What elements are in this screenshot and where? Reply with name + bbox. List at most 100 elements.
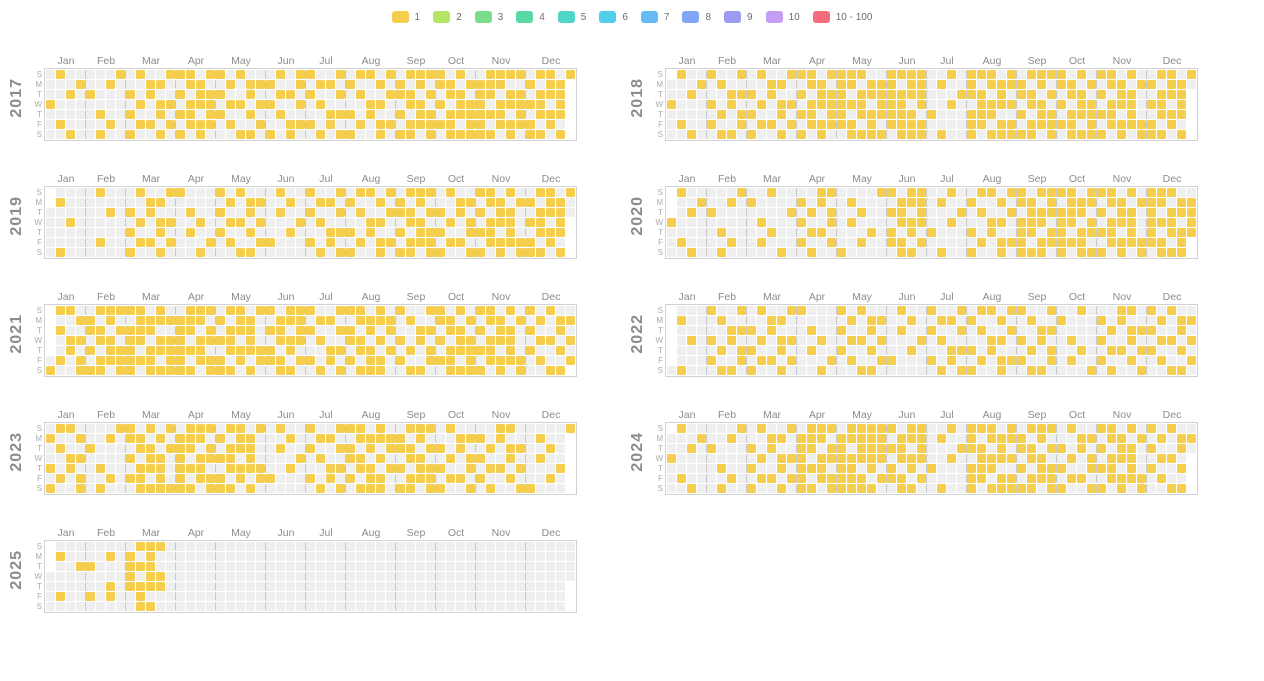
day-cell[interactable] xyxy=(907,444,916,453)
day-cell[interactable] xyxy=(396,474,405,483)
day-cell[interactable] xyxy=(266,110,275,119)
day-cell[interactable] xyxy=(126,572,135,581)
day-cell[interactable] xyxy=(1187,424,1196,433)
day-cell[interactable] xyxy=(326,572,335,581)
day-cell[interactable] xyxy=(426,582,435,591)
day-cell[interactable] xyxy=(256,326,265,335)
day-cell[interactable] xyxy=(556,306,565,315)
day-cell[interactable] xyxy=(707,238,716,247)
day-cell[interactable] xyxy=(486,454,495,463)
day-cell[interactable] xyxy=(56,366,65,375)
day-cell[interactable] xyxy=(86,306,95,315)
day-cell[interactable] xyxy=(346,188,355,197)
day-cell[interactable] xyxy=(777,110,786,119)
day-cell[interactable] xyxy=(757,326,766,335)
day-cell[interactable] xyxy=(1157,218,1166,227)
day-cell[interactable] xyxy=(486,336,495,345)
day-cell[interactable] xyxy=(376,454,385,463)
day-cell[interactable] xyxy=(476,572,485,581)
day-cell[interactable] xyxy=(296,602,305,611)
day-cell[interactable] xyxy=(556,484,565,493)
day-cell[interactable] xyxy=(446,592,455,601)
day-cell[interactable] xyxy=(797,238,806,247)
day-cell[interactable] xyxy=(566,326,575,335)
day-cell[interactable] xyxy=(506,464,515,473)
day-cell[interactable] xyxy=(817,424,826,433)
day-cell[interactable] xyxy=(56,592,65,601)
day-cell[interactable] xyxy=(346,592,355,601)
day-cell[interactable] xyxy=(707,484,716,493)
day-cell[interactable] xyxy=(116,582,125,591)
day-cell[interactable] xyxy=(857,346,866,355)
day-cell[interactable] xyxy=(496,306,505,315)
day-cell[interactable] xyxy=(506,592,515,601)
day-cell[interactable] xyxy=(346,90,355,99)
day-cell[interactable] xyxy=(1037,208,1046,217)
day-cell[interactable] xyxy=(757,474,766,483)
day-cell[interactable] xyxy=(166,474,175,483)
day-cell[interactable] xyxy=(86,238,95,247)
day-cell[interactable] xyxy=(837,366,846,375)
day-cell[interactable] xyxy=(1117,208,1126,217)
day-cell[interactable] xyxy=(857,454,866,463)
day-cell[interactable] xyxy=(807,454,816,463)
day-cell[interactable] xyxy=(1007,218,1016,227)
day-cell[interactable] xyxy=(787,484,796,493)
day-cell[interactable] xyxy=(526,552,535,561)
day-cell[interactable] xyxy=(96,316,105,325)
day-cell[interactable] xyxy=(196,80,205,89)
day-cell[interactable] xyxy=(947,326,956,335)
day-cell[interactable] xyxy=(216,464,225,473)
day-cell[interactable] xyxy=(286,474,295,483)
day-cell[interactable] xyxy=(456,542,465,551)
day-cell[interactable] xyxy=(707,80,716,89)
day-cell[interactable] xyxy=(1047,444,1056,453)
day-cell[interactable] xyxy=(236,592,245,601)
day-cell[interactable] xyxy=(727,306,736,315)
day-cell[interactable] xyxy=(436,80,445,89)
day-cell[interactable] xyxy=(747,110,756,119)
day-cell[interactable] xyxy=(677,70,686,79)
day-cell[interactable] xyxy=(156,306,165,315)
day-cell[interactable] xyxy=(1057,306,1066,315)
day-cell[interactable] xyxy=(136,464,145,473)
day-cell[interactable] xyxy=(1107,356,1116,365)
day-cell[interactable] xyxy=(436,218,445,227)
day-cell[interactable] xyxy=(536,434,545,443)
day-cell[interactable] xyxy=(957,110,966,119)
day-cell[interactable] xyxy=(486,366,495,375)
day-cell[interactable] xyxy=(486,444,495,453)
day-cell[interactable] xyxy=(737,100,746,109)
day-cell[interactable] xyxy=(677,80,686,89)
day-cell[interactable] xyxy=(967,366,976,375)
day-cell[interactable] xyxy=(1127,218,1136,227)
day-cell[interactable] xyxy=(316,110,325,119)
day-cell[interactable] xyxy=(817,326,826,335)
day-cell[interactable] xyxy=(997,100,1006,109)
day-cell[interactable] xyxy=(176,130,185,139)
day-cell[interactable] xyxy=(717,228,726,237)
day-cell[interactable] xyxy=(466,592,475,601)
day-cell[interactable] xyxy=(1167,444,1176,453)
day-cell[interactable] xyxy=(116,542,125,551)
day-cell[interactable] xyxy=(977,424,986,433)
day-cell[interactable] xyxy=(807,424,816,433)
day-cell[interactable] xyxy=(927,336,936,345)
day-cell[interactable] xyxy=(156,562,165,571)
day-cell[interactable] xyxy=(146,198,155,207)
day-cell[interactable] xyxy=(246,130,255,139)
day-cell[interactable] xyxy=(526,434,535,443)
day-cell[interactable] xyxy=(296,464,305,473)
day-cell[interactable] xyxy=(306,218,315,227)
day-cell[interactable] xyxy=(777,248,786,257)
day-cell[interactable] xyxy=(787,424,796,433)
day-cell[interactable] xyxy=(296,484,305,493)
day-cell[interactable] xyxy=(817,70,826,79)
day-cell[interactable] xyxy=(1027,90,1036,99)
day-cell[interactable] xyxy=(96,120,105,129)
day-cell[interactable] xyxy=(396,110,405,119)
day-cell[interactable] xyxy=(476,346,485,355)
day-cell[interactable] xyxy=(927,218,936,227)
day-cell[interactable] xyxy=(667,434,676,443)
day-cell[interactable] xyxy=(46,228,55,237)
